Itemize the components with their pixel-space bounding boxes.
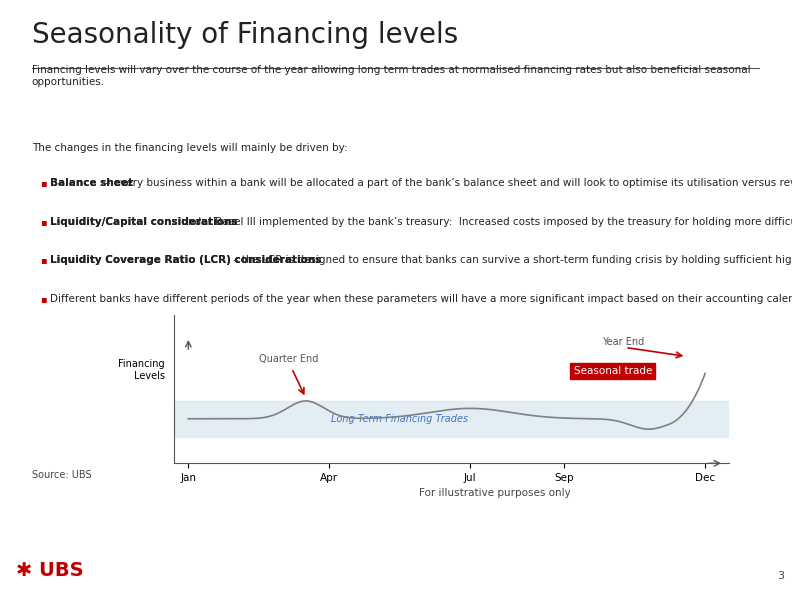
Text: Balance sheet: Balance sheet xyxy=(50,178,133,188)
Text: ▪: ▪ xyxy=(40,217,47,227)
Text: Year End: Year End xyxy=(602,337,644,346)
Text: For illustrative purposes only: For illustrative purposes only xyxy=(419,488,571,498)
Bar xyxy=(174,401,729,437)
Text: Quarter End: Quarter End xyxy=(259,354,318,364)
Text: Balance sheet – every business within a bank will be allocated a part of the ban: Balance sheet – every business within a … xyxy=(0,593,1,594)
Text: Liquidity Coverage Ratio (LCR) considerations: Liquidity Coverage Ratio (LCR) considera… xyxy=(50,255,322,266)
Text: Liquidity/Capital considerations under Basel III implemented by the bank’s treas: Liquidity/Capital considerations under B… xyxy=(0,593,1,594)
Text: – every business within a bank will be allocated a part of the bank’s balance sh: – every business within a bank will be a… xyxy=(102,178,792,188)
Text: Financing levels will vary over the course of the year allowing long term trades: Financing levels will vary over the cour… xyxy=(32,65,750,87)
Text: The changes in the financing levels will mainly be driven by:: The changes in the financing levels will… xyxy=(32,143,348,153)
Text: 3: 3 xyxy=(777,571,784,581)
Text: Financing
Levels: Financing Levels xyxy=(118,359,165,381)
Text: ✱ UBS: ✱ UBS xyxy=(16,561,83,580)
Text: Different banks have different periods of the year when these parameters will ha: Different banks have different periods o… xyxy=(50,294,792,304)
Text: under Basel III implemented by the bank’s treasury:  Increased costs imposed by : under Basel III implemented by the bank’… xyxy=(178,217,792,227)
Text: Long Term Financing Trades: Long Term Financing Trades xyxy=(331,414,468,424)
Text: Liquidity/Capital considerations: Liquidity/Capital considerations xyxy=(50,217,238,227)
Text: Liquidity Coverage Ratio (LCR) considerations – the LCR is designed to ensure th: Liquidity Coverage Ratio (LCR) considera… xyxy=(0,593,1,594)
Text: Seasonal trade: Seasonal trade xyxy=(573,366,652,376)
Text: ▪: ▪ xyxy=(40,294,47,304)
Text: ▪: ▪ xyxy=(40,178,47,188)
Text: ▪: ▪ xyxy=(40,255,47,266)
Text: Seasonality of Financing levels: Seasonality of Financing levels xyxy=(32,21,458,49)
Text: Liquidity/Capital considerations: Liquidity/Capital considerations xyxy=(50,217,238,227)
Text: – the LCR is designed to ensure that banks can survive a short-term funding cris: – the LCR is designed to ensure that ban… xyxy=(230,255,792,266)
Text: Balance sheet: Balance sheet xyxy=(50,178,133,188)
Text: Source: UBS: Source: UBS xyxy=(32,470,91,480)
Text: Liquidity Coverage Ratio (LCR) considerations: Liquidity Coverage Ratio (LCR) considera… xyxy=(50,255,322,266)
